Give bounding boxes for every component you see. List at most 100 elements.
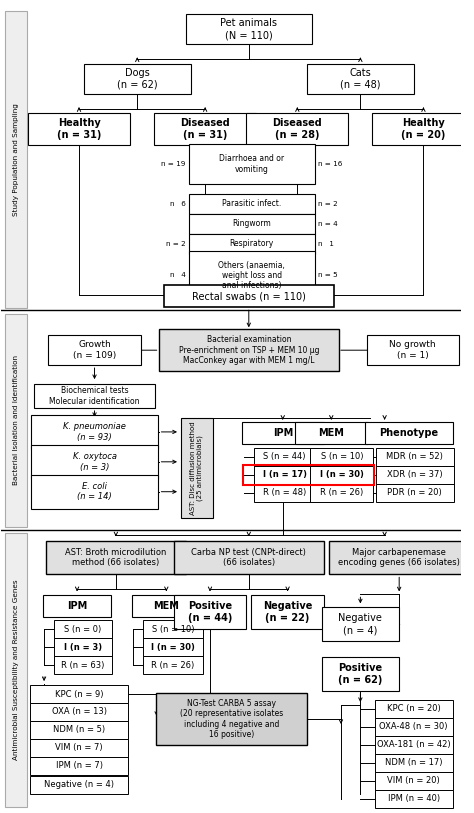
FancyBboxPatch shape bbox=[321, 657, 399, 691]
Text: Healthy
(n = 31): Healthy (n = 31) bbox=[57, 118, 101, 140]
Text: IPM: IPM bbox=[273, 428, 293, 438]
FancyBboxPatch shape bbox=[164, 285, 334, 307]
Text: Negative
(n = 4): Negative (n = 4) bbox=[338, 614, 383, 635]
FancyBboxPatch shape bbox=[295, 422, 368, 444]
FancyBboxPatch shape bbox=[154, 113, 256, 145]
Text: S (n = 44): S (n = 44) bbox=[264, 452, 306, 461]
Text: VIM (n = 20): VIM (n = 20) bbox=[387, 776, 440, 785]
Text: NDM (n = 17): NDM (n = 17) bbox=[385, 759, 443, 767]
Text: Negative
(n = 22): Negative (n = 22) bbox=[263, 602, 312, 623]
FancyBboxPatch shape bbox=[156, 693, 307, 745]
Text: Ringworm: Ringworm bbox=[232, 220, 271, 228]
Text: Study Population and Sampling: Study Population and Sampling bbox=[13, 103, 19, 216]
FancyBboxPatch shape bbox=[173, 541, 324, 575]
FancyBboxPatch shape bbox=[5, 11, 27, 308]
FancyBboxPatch shape bbox=[186, 15, 312, 44]
Text: R (n = 26): R (n = 26) bbox=[320, 488, 364, 498]
Text: MEM: MEM bbox=[319, 428, 344, 438]
Text: AST: Broth microdilution
method (66 isolates): AST: Broth microdilution method (66 isol… bbox=[65, 548, 166, 567]
Text: I (n = 3): I (n = 3) bbox=[64, 642, 102, 652]
FancyBboxPatch shape bbox=[30, 757, 128, 775]
Text: MEM: MEM bbox=[154, 602, 179, 611]
FancyBboxPatch shape bbox=[30, 776, 128, 793]
Text: VIM (n = 7): VIM (n = 7) bbox=[55, 743, 103, 752]
FancyBboxPatch shape bbox=[143, 656, 203, 674]
Text: Antimicrobial Susceptibility and Resistance Genes: Antimicrobial Susceptibility and Resista… bbox=[13, 580, 19, 760]
FancyBboxPatch shape bbox=[28, 113, 130, 145]
FancyBboxPatch shape bbox=[143, 620, 203, 638]
Text: n   1: n 1 bbox=[318, 241, 334, 246]
Text: Respiratory: Respiratory bbox=[229, 239, 274, 248]
FancyBboxPatch shape bbox=[5, 533, 27, 806]
FancyBboxPatch shape bbox=[242, 422, 324, 444]
FancyBboxPatch shape bbox=[30, 703, 128, 721]
FancyBboxPatch shape bbox=[46, 541, 186, 575]
Text: K. oxytoca
(n = 3): K. oxytoca (n = 3) bbox=[73, 452, 117, 472]
FancyBboxPatch shape bbox=[310, 466, 373, 484]
Text: I (n = 30): I (n = 30) bbox=[320, 470, 364, 480]
FancyBboxPatch shape bbox=[251, 595, 324, 629]
FancyBboxPatch shape bbox=[181, 418, 213, 518]
Text: I (n = 30): I (n = 30) bbox=[151, 642, 195, 652]
FancyBboxPatch shape bbox=[375, 700, 453, 718]
FancyBboxPatch shape bbox=[310, 448, 373, 466]
Text: Negative (n = 4): Negative (n = 4) bbox=[44, 780, 114, 789]
FancyBboxPatch shape bbox=[43, 595, 111, 617]
FancyBboxPatch shape bbox=[373, 113, 474, 145]
Text: Diseased
(n = 28): Diseased (n = 28) bbox=[273, 118, 322, 140]
FancyBboxPatch shape bbox=[254, 448, 317, 466]
Text: IPM (n = 7): IPM (n = 7) bbox=[55, 761, 102, 770]
Text: KPC (n = 9): KPC (n = 9) bbox=[55, 689, 103, 698]
Text: KPC (n = 20): KPC (n = 20) bbox=[387, 704, 441, 714]
Text: MDR (n = 52): MDR (n = 52) bbox=[386, 452, 443, 461]
FancyBboxPatch shape bbox=[375, 789, 453, 807]
Text: XDR (n = 37): XDR (n = 37) bbox=[387, 470, 443, 480]
Text: Dogs
(n = 62): Dogs (n = 62) bbox=[117, 68, 157, 90]
FancyBboxPatch shape bbox=[34, 384, 155, 408]
Text: Positive
(n = 44): Positive (n = 44) bbox=[188, 602, 232, 623]
FancyBboxPatch shape bbox=[375, 772, 453, 789]
FancyBboxPatch shape bbox=[189, 193, 315, 214]
Text: Others (anaemia,
weight loss and
anal infections): Others (anaemia, weight loss and anal in… bbox=[218, 260, 285, 290]
Text: Pet animals
(N = 110): Pet animals (N = 110) bbox=[220, 19, 277, 40]
FancyBboxPatch shape bbox=[375, 718, 453, 736]
Text: Parasitic infect.: Parasitic infect. bbox=[222, 199, 282, 208]
FancyBboxPatch shape bbox=[54, 638, 112, 656]
Text: IPM (n = 40): IPM (n = 40) bbox=[388, 794, 440, 803]
FancyBboxPatch shape bbox=[84, 64, 191, 94]
FancyBboxPatch shape bbox=[310, 484, 373, 502]
Text: Healthy
(n = 20): Healthy (n = 20) bbox=[401, 118, 446, 140]
Text: E. coli
(n = 14): E. coli (n = 14) bbox=[77, 482, 112, 502]
FancyBboxPatch shape bbox=[246, 113, 348, 145]
FancyBboxPatch shape bbox=[189, 144, 315, 184]
Text: n = 4: n = 4 bbox=[318, 220, 337, 227]
Text: I (n = 17): I (n = 17) bbox=[263, 470, 307, 480]
Text: OXA (n = 13): OXA (n = 13) bbox=[52, 707, 107, 716]
Text: NG-Test CARBA 5 assay
(20 representative isolates
including 4 negative and
16 po: NG-Test CARBA 5 assay (20 representative… bbox=[180, 699, 283, 739]
FancyBboxPatch shape bbox=[30, 685, 128, 703]
FancyBboxPatch shape bbox=[254, 466, 317, 484]
FancyBboxPatch shape bbox=[367, 335, 459, 365]
Text: n = 5: n = 5 bbox=[318, 272, 337, 278]
Text: Growth
(n = 109): Growth (n = 109) bbox=[73, 341, 116, 360]
Text: Carba NP test (CNPt-direct)
(66 isolates): Carba NP test (CNPt-direct) (66 isolates… bbox=[191, 548, 306, 567]
Text: n   6: n 6 bbox=[170, 201, 186, 207]
FancyBboxPatch shape bbox=[376, 466, 454, 484]
Text: Major carbapenemase
encoding genes (66 isolates): Major carbapenemase encoding genes (66 i… bbox=[338, 548, 460, 567]
Text: OXA-181 (n = 42): OXA-181 (n = 42) bbox=[377, 741, 451, 750]
FancyBboxPatch shape bbox=[159, 329, 338, 371]
Text: R (n = 48): R (n = 48) bbox=[263, 488, 306, 498]
Text: PDR (n = 20): PDR (n = 20) bbox=[387, 488, 442, 498]
Text: S (n = 10): S (n = 10) bbox=[321, 452, 363, 461]
FancyBboxPatch shape bbox=[375, 736, 453, 754]
FancyBboxPatch shape bbox=[30, 721, 128, 739]
FancyBboxPatch shape bbox=[307, 64, 414, 94]
FancyBboxPatch shape bbox=[143, 638, 203, 656]
Text: Diseased
(n = 31): Diseased (n = 31) bbox=[180, 118, 230, 140]
Text: Diarrhoea and or
vomiting: Diarrhoea and or vomiting bbox=[219, 154, 284, 173]
Text: IPM: IPM bbox=[67, 602, 87, 611]
FancyBboxPatch shape bbox=[30, 739, 128, 757]
Text: No growth
(n = 1): No growth (n = 1) bbox=[390, 341, 436, 360]
Text: R (n = 26): R (n = 26) bbox=[152, 661, 195, 670]
FancyBboxPatch shape bbox=[132, 595, 201, 617]
